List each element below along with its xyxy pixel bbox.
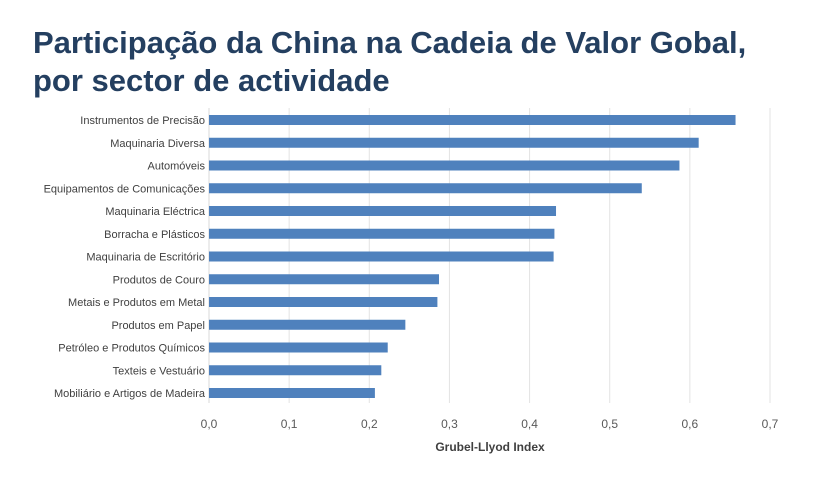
bar	[209, 251, 554, 262]
category-label: Produtos em Papel	[111, 320, 205, 332]
category-label: Maquinaria Eléctrica	[105, 206, 206, 218]
x-tick-label: 0,5	[601, 417, 618, 431]
category-label: Instrumentos de Precisão	[80, 115, 205, 127]
chart-title-line-2: por sector de actividade	[33, 63, 390, 98]
chart-title-line-1: Participação da China na Cadeia de Valor…	[33, 25, 747, 60]
x-tick-label: 0,2	[361, 417, 378, 431]
category-label: Petróleo e Produtos Químicos	[58, 343, 205, 355]
category-label: Maquinaria de Escritório	[86, 252, 205, 264]
category-label: Mobiliário e Artigos de Madeira	[54, 388, 206, 400]
x-axis-title: Grubel-Llyod Index	[435, 440, 545, 454]
chart-title: Participação da China na Cadeia de Valor…	[33, 24, 813, 100]
category-label: Maquinaria Diversa	[110, 138, 206, 150]
x-tick-label: 0,3	[441, 417, 458, 431]
bar	[209, 365, 382, 376]
category-label: Borracha e Plásticos	[104, 229, 205, 241]
bar	[209, 137, 699, 148]
x-tick-label: 0,7	[762, 417, 779, 431]
x-tick-label: 0,6	[682, 417, 699, 431]
bar	[209, 183, 642, 194]
bar	[209, 274, 440, 285]
bar	[209, 297, 438, 307]
bar	[209, 388, 375, 398]
bar	[209, 115, 736, 125]
bar	[209, 206, 557, 216]
category-label: Produtos de Couro	[113, 274, 205, 286]
bar	[209, 342, 388, 353]
x-tick-label: 0,1	[281, 417, 298, 431]
category-label: Equipamentos de Comunicações	[44, 183, 206, 195]
bar	[209, 160, 680, 171]
category-label: Automóveis	[148, 161, 206, 173]
category-label: Texteis e Vestuário	[113, 365, 205, 377]
x-tick-label: 0,0	[201, 417, 218, 431]
x-tick-label: 0,4	[521, 417, 538, 431]
bar	[209, 319, 406, 330]
bar	[209, 228, 555, 239]
category-label: Metais e Produtos em Metal	[68, 297, 205, 309]
